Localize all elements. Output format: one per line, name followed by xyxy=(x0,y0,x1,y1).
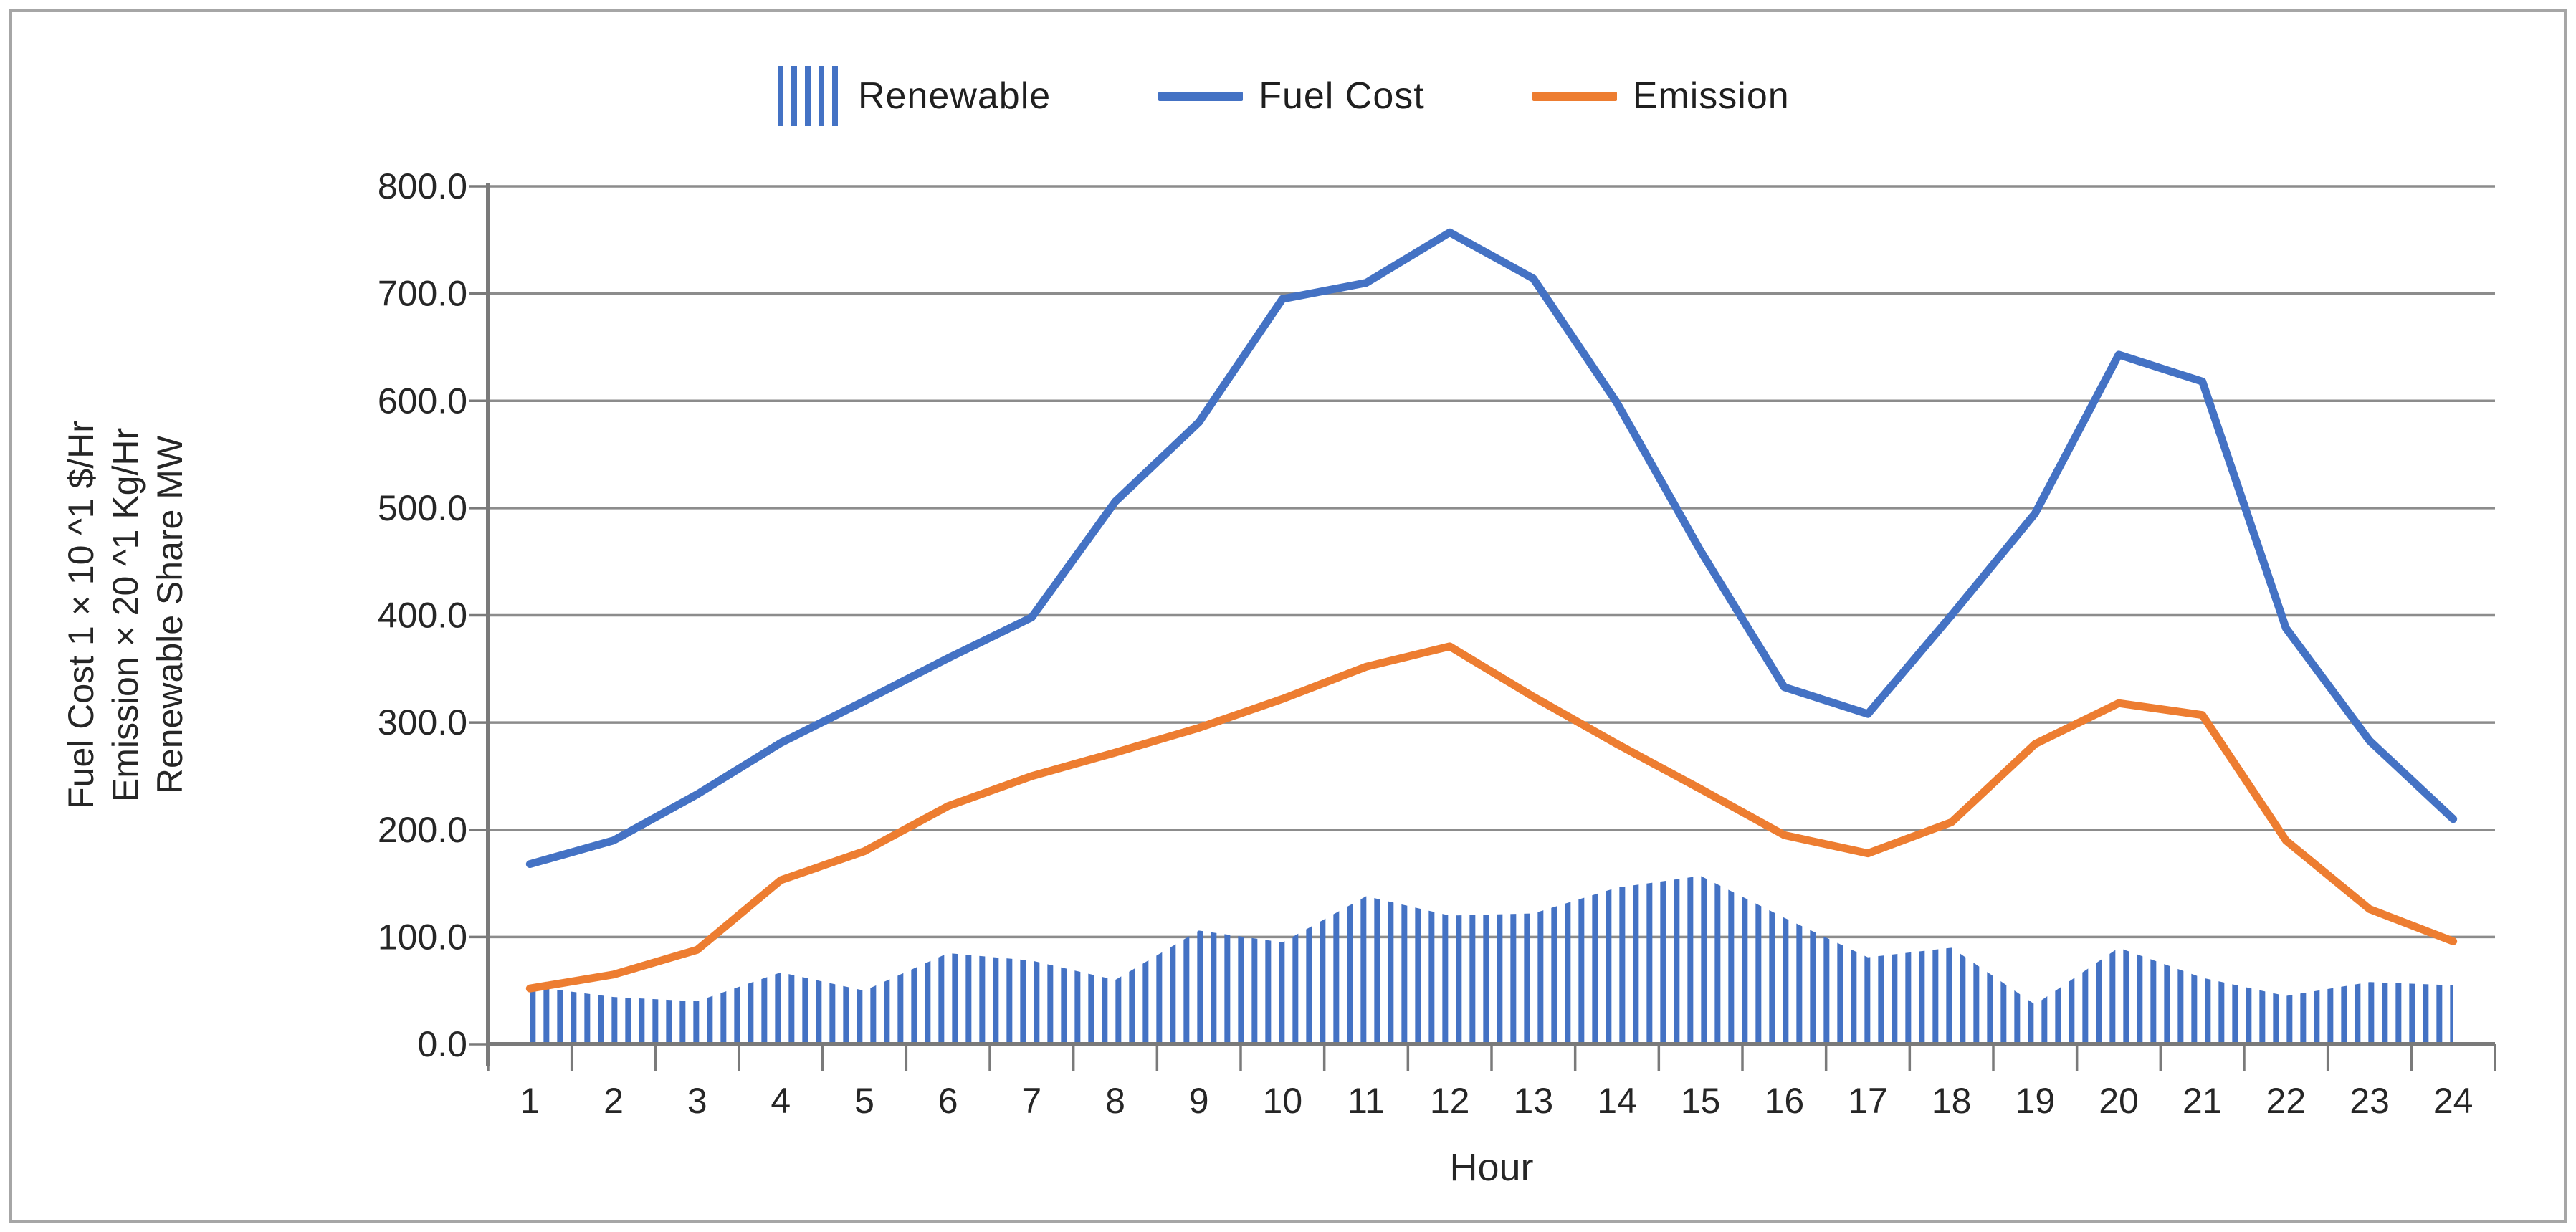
x-tick-label: 6 xyxy=(938,1081,958,1121)
x-axis-title: Hour xyxy=(1449,1146,1534,1189)
chart-legend: Renewable Fuel Cost Emission xyxy=(778,66,1790,126)
renewable-area-series xyxy=(530,876,2453,1044)
renewable-hatch-swatch-icon xyxy=(778,66,842,126)
y-tick-label: 400.0 xyxy=(378,596,467,636)
x-tick-label: 19 xyxy=(2016,1081,2056,1121)
x-tick-label: 21 xyxy=(2183,1081,2223,1121)
x-tick-label: 22 xyxy=(2266,1081,2307,1121)
legend-item-emission: Emission xyxy=(1532,75,1790,118)
x-tick-label: 24 xyxy=(2433,1081,2474,1121)
x-tick-label: 23 xyxy=(2350,1081,2390,1121)
x-tick-label: 18 xyxy=(1932,1081,1972,1121)
x-tick-label: 10 xyxy=(1263,1081,1303,1121)
y-tick-label: 300.0 xyxy=(378,702,467,742)
x-tick-label: 3 xyxy=(687,1081,707,1121)
y-tick-label: 600.0 xyxy=(378,381,467,421)
x-tick-label: 8 xyxy=(1105,1081,1125,1121)
x-tick-label: 17 xyxy=(1848,1081,1888,1121)
x-tick-label: 12 xyxy=(1430,1081,1470,1121)
x-tick-label: 4 xyxy=(771,1081,791,1121)
x-tick-label: 1 xyxy=(520,1081,540,1121)
fuel-cost-line-swatch-icon xyxy=(1158,91,1244,101)
y-tick-label: 800.0 xyxy=(378,166,467,206)
legend-label-fuel-cost: Fuel Cost xyxy=(1259,75,1425,117)
x-tick-label: 5 xyxy=(854,1081,874,1121)
y-tick-label: 100.0 xyxy=(378,917,467,957)
x-tick-label: 7 xyxy=(1021,1081,1041,1121)
legend-label-renewable: Renewable xyxy=(858,75,1051,117)
x-tick-label: 16 xyxy=(1765,1081,1805,1121)
legend-item-fuel-cost: Fuel Cost xyxy=(1158,75,1425,118)
x-tick-label: 13 xyxy=(1514,1081,1554,1121)
x-tick-label: 14 xyxy=(1597,1081,1637,1121)
legend-label-emission: Emission xyxy=(1632,75,1790,117)
y-tick-label: 500.0 xyxy=(378,488,467,528)
y-tick-label: 200.0 xyxy=(378,810,467,850)
emission-line-series xyxy=(525,642,2458,993)
legend-item-renewable: Renewable xyxy=(778,66,1051,126)
emission-line-swatch-icon xyxy=(1532,91,1617,101)
y-tick-label: 700.0 xyxy=(378,274,467,314)
x-tick-label: 11 xyxy=(1347,1081,1385,1121)
x-tick-label: 2 xyxy=(604,1081,624,1121)
x-tick-label: 20 xyxy=(2099,1081,2139,1121)
fuel-cost-line-series xyxy=(525,228,2458,869)
y-tick-label: 0.0 xyxy=(417,1024,467,1064)
x-tick-label: 15 xyxy=(1681,1081,1721,1121)
y-axis-title: Fuel Cost 1 × 10 ^1 $/Hr Emission × 20 ^… xyxy=(61,421,190,809)
x-tick-label: 9 xyxy=(1189,1081,1209,1121)
